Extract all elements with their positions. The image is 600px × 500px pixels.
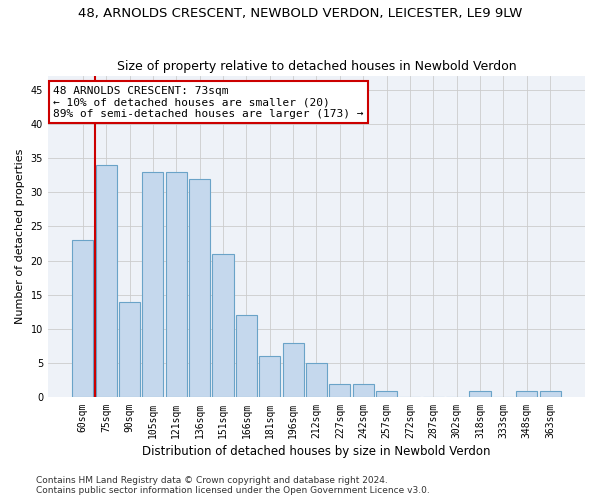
Bar: [212, 254, 233, 398]
Bar: [353, 384, 374, 398]
Bar: [73, 240, 94, 398]
Bar: [376, 390, 397, 398]
Text: 48, ARNOLDS CRESCENT, NEWBOLD VERDON, LEICESTER, LE9 9LW: 48, ARNOLDS CRESCENT, NEWBOLD VERDON, LE…: [78, 8, 522, 20]
Bar: [189, 178, 210, 398]
Text: Contains HM Land Registry data © Crown copyright and database right 2024.
Contai: Contains HM Land Registry data © Crown c…: [36, 476, 430, 495]
Bar: [95, 165, 117, 398]
Title: Size of property relative to detached houses in Newbold Verdon: Size of property relative to detached ho…: [116, 60, 516, 74]
Bar: [283, 342, 304, 398]
Bar: [329, 384, 350, 398]
Bar: [469, 390, 491, 398]
Bar: [119, 302, 140, 398]
Bar: [236, 316, 257, 398]
Bar: [306, 364, 327, 398]
Bar: [259, 356, 280, 398]
X-axis label: Distribution of detached houses by size in Newbold Verdon: Distribution of detached houses by size …: [142, 444, 491, 458]
Bar: [539, 390, 560, 398]
Bar: [166, 172, 187, 398]
Bar: [142, 172, 163, 398]
Text: 48 ARNOLDS CRESCENT: 73sqm
← 10% of detached houses are smaller (20)
89% of semi: 48 ARNOLDS CRESCENT: 73sqm ← 10% of deta…: [53, 86, 364, 119]
Bar: [516, 390, 537, 398]
Y-axis label: Number of detached properties: Number of detached properties: [15, 149, 25, 324]
